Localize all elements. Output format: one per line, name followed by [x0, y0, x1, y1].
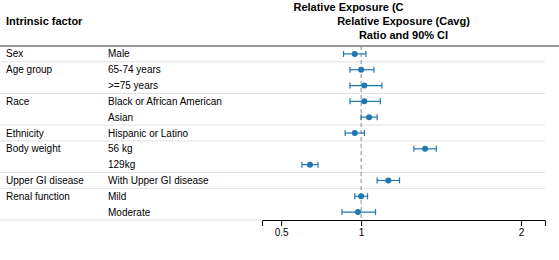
- estimate: [350, 98, 380, 104]
- x-tick-mark: [361, 220, 362, 226]
- ci-cap-high: [399, 177, 400, 183]
- ci-cap-high: [381, 83, 382, 89]
- x-axis: 0.5 1 2: [263, 220, 546, 238]
- row-label: Black or African American: [108, 96, 222, 107]
- ci-cap-high: [367, 193, 368, 199]
- x-tick-label: 2: [519, 227, 525, 238]
- estimate: [344, 51, 366, 57]
- group-label: Upper GI disease: [6, 175, 84, 186]
- estimate: [414, 146, 436, 152]
- estimate: [355, 193, 368, 199]
- ci-cap-low: [341, 209, 342, 215]
- ci-cap-low: [301, 162, 302, 168]
- point-estimate: [422, 146, 428, 152]
- group-label: Ethnicity: [6, 128, 44, 139]
- subtitle: Ratio and 90% CI: [359, 29, 448, 41]
- point-estimate: [307, 162, 313, 168]
- separator: [0, 188, 545, 189]
- point-estimate: [361, 98, 367, 104]
- column-header: Intrinsic factor: [6, 15, 83, 27]
- ci-cap-high: [375, 209, 376, 215]
- ci-cap-low: [345, 130, 346, 136]
- row-label: >=75 years: [108, 80, 158, 91]
- group-label: Age group: [6, 64, 53, 75]
- row-label: Mild: [108, 191, 126, 202]
- x-tick: 0.5: [275, 220, 289, 238]
- point-estimate: [355, 209, 361, 215]
- x-axis-line: [263, 221, 546, 227]
- point-estimate: [385, 177, 391, 183]
- row-label: 56 kg: [108, 143, 132, 154]
- x-tick: 1: [359, 220, 365, 238]
- estimate: [302, 162, 318, 168]
- x-tick-mark: [281, 220, 282, 226]
- row-label: Male: [108, 48, 130, 59]
- row-label: 129kg: [108, 159, 135, 170]
- ci-cap-low: [349, 98, 350, 104]
- group-label: Renal function: [6, 191, 70, 202]
- estimate: [345, 130, 364, 136]
- title: Relative Exposure (Cavg): [337, 15, 470, 27]
- ci-cap-low: [377, 177, 378, 183]
- row-labels: Sex Age group Race Ethnicity Body weight Uppe…: [6, 48, 222, 217]
- x-tick-label: 0.5: [275, 227, 289, 238]
- estimate: [377, 177, 399, 183]
- group-label: Race: [6, 96, 30, 107]
- estimate: [342, 209, 376, 215]
- separator: [0, 93, 545, 94]
- point-estimate: [352, 130, 358, 136]
- point-estimate: [366, 114, 372, 120]
- separators: [0, 62, 545, 189]
- estimate: [350, 83, 382, 89]
- row-label: Asian: [108, 112, 133, 123]
- ci-cap-low: [361, 114, 362, 120]
- x-tick-label: 1: [359, 227, 365, 238]
- point-estimate: [361, 83, 367, 89]
- ci-cap-high: [365, 51, 366, 57]
- x-tick-mark: [521, 220, 522, 226]
- separator: [0, 125, 545, 126]
- chart: Relative Exposure (C Relative Exposure (C…: [0, 0, 559, 260]
- ci-cap-high: [373, 67, 374, 73]
- row-label: With Upper GI disease: [108, 175, 209, 186]
- separator: [0, 140, 545, 141]
- estimate: [350, 67, 374, 73]
- ci-cap-low: [343, 51, 344, 57]
- ci-cap-low: [413, 146, 414, 152]
- plot-marks: [302, 46, 436, 220]
- x-tick: 2: [519, 220, 525, 238]
- separator: [0, 172, 545, 173]
- panel-bottom-line: [0, 220, 262, 221]
- ci-cap-high: [317, 162, 318, 168]
- point-estimate: [358, 193, 364, 199]
- estimate: [361, 114, 377, 120]
- ci-cap-low: [349, 83, 350, 89]
- row-label: Hispanic or Latino: [108, 128, 188, 139]
- group-label: Sex: [6, 48, 23, 59]
- top-border: [0, 46, 559, 47]
- ci-cap-low: [349, 67, 350, 73]
- ci-cap-high: [377, 114, 378, 120]
- ci-cap-low: [354, 193, 355, 199]
- group-label: Body weight: [6, 143, 61, 154]
- ci-cap-high: [436, 146, 437, 152]
- row-label: 65-74 years: [108, 64, 161, 75]
- ci-cap-high: [380, 98, 381, 104]
- ci-cap-high: [364, 130, 365, 136]
- point-estimate: [358, 67, 364, 73]
- separator: [0, 61, 545, 62]
- annotation: Relative Exposure (C: [293, 1, 403, 13]
- row-label: Moderate: [108, 207, 151, 218]
- point-estimate: [352, 51, 358, 57]
